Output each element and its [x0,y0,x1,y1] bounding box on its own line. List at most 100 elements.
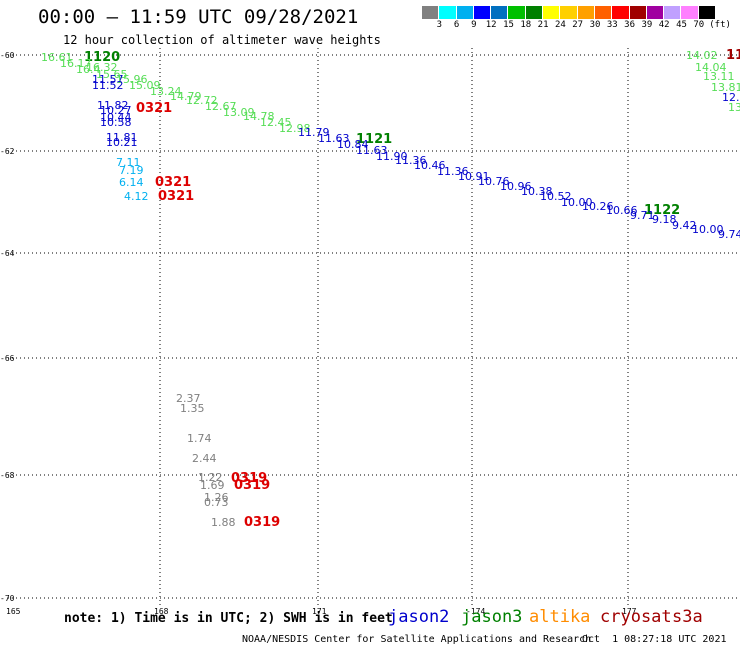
wave-height-value: 11.81 [106,131,138,144]
lat-label: -70 [0,594,15,603]
color-swatch [594,6,613,19]
lat-label: -64 [0,249,15,258]
color-legend-tick: 15 [503,20,514,30]
wave-height-value: 10.91 [458,170,490,183]
lon-label: -174 [466,607,485,616]
wave-height-value: 16.61 [41,51,73,64]
wave-height-value: 9.42 [672,219,697,232]
wave-height-value: 14.02 [686,49,718,62]
pass-time-label: 0319 [234,478,270,493]
color-swatch [646,6,665,19]
color-legend-tick: 42 [658,20,670,30]
wave-height-value: 16.4 [76,63,101,76]
color-legend-tick: 12 [485,20,497,30]
lon-label: 168 [154,607,169,616]
wave-height-value: 11.63 [318,132,350,145]
wave-height-value: 10.44 [100,111,132,124]
wave-height-value: 9.18 [652,213,677,226]
color-legend-tick: 27 [572,20,584,30]
wave-height-value: 11.52 [92,79,124,92]
color-swatch [491,6,509,19]
color-legend-tick: 70 [693,20,705,30]
wave-height-value: 10.00 [561,196,593,209]
color-swatch [698,6,717,19]
color-swatch [422,6,440,19]
wave-height-value: 12.98 [279,122,311,135]
wave-height-value: 12.67 [205,100,237,113]
color-legend [422,6,717,19]
color-swatch [681,6,699,19]
axis-labels: -60 -62 -64 -66 -68 -70 165 168 171 -174 177 [0,51,637,616]
legend-altika: altika [529,607,591,627]
footer-timestamp: Oct 1 08:27:18 UTC 2021 [582,634,727,645]
color-legend-tick: 18 [520,20,532,30]
lat-label: -60 [0,51,15,60]
color-swatch [525,6,544,19]
wave-height-value: 13.09 [223,106,255,119]
note-text: note: 1) Time is in UTC; 2) SWH is in fe… [64,611,393,626]
color-swatch [508,6,526,19]
wave-height-value: 1.35 [180,402,205,415]
pass-time-label: 0319 [231,471,267,486]
color-swatch [612,6,630,19]
lat-label: -62 [0,147,15,156]
lat-label: -66 [0,354,15,363]
wave-height-value: 11.90 [376,150,408,163]
wave-height-value: 12.0 [722,91,740,104]
color-swatch [577,6,595,19]
wave-height-value: 15.09 [129,79,161,92]
wave-height-value: 16.32 [86,61,118,74]
wave-height-labels: 16.61 112016.1716.3216.415.6511.5715.9611… [41,48,740,530]
wave-height-value: 12.45 [260,116,292,129]
wave-height-value: 9.74 [718,228,740,241]
wave-height-value: 1.22 [198,471,223,484]
wave-height-value: 11.36 [437,165,469,178]
wave-height-value: 7.11 [116,156,141,169]
color-swatch [456,6,474,19]
wave-height-value: 10.27 [100,104,132,117]
wave-height-value: 10.00 [692,223,724,236]
wave-height-value: 0.73 [204,496,229,509]
wave-height-value: 14.79 [170,90,202,103]
wave-height-value: 11.82 [97,99,129,112]
color-legend-tick: 21 [537,20,549,30]
wave-height-value: 14.78 [243,110,275,123]
wave-height-value: 10.58 [100,116,132,129]
color-legend-tick: 30 [589,20,601,30]
pass-time-label: 0321 [155,175,191,190]
pass-time-label: 11 [726,48,740,63]
wave-height-value: 6.14 [119,176,144,189]
wave-height-value: 2.37 [176,392,201,405]
wave-height-value: 2.44 [192,452,217,465]
wave-height-value: 10.66 [606,204,638,217]
color-swatch [543,6,561,19]
wave-height-value: 1.69 [200,479,225,492]
lon-label: 165 [6,607,21,616]
color-swatch [560,6,578,19]
lon-label: 171 [312,607,327,616]
wave-height-value: 10.38 [521,185,553,198]
color-legend-tick: 6 [453,20,460,30]
wave-height-value: 4.12 [124,190,149,203]
pass-time-label: 0321 [158,189,194,204]
color-legend-tick: 36 [624,20,636,30]
color-swatch [629,6,647,19]
lat-label: -68 [0,471,15,480]
wave-height-value: 12.72 [186,94,218,107]
color-legend-tick: 3 [436,20,443,30]
wave-height-value: 15.65 [96,68,128,81]
wave-height-value: 10.46 [414,159,446,172]
wave-height-value: 15.96 [116,73,148,86]
wave-height-value: 1.26 [204,491,229,504]
wave-height-value: 11.57 [92,73,124,86]
map-grid [8,48,740,605]
wave-height-value: 7.19 [119,164,144,177]
color-legend-tick: 33 [606,20,618,30]
legend-s3a: s3a [672,607,703,627]
wave-height-value: 16.17 [60,57,92,70]
wave-height-value: 13.81 [711,81,740,94]
legend-jason3: jason3 [461,607,523,627]
wave-height-value: 13 [728,101,740,114]
color-legend-tick: 45 [676,20,687,30]
wave-height-value: 13.11 [703,70,735,83]
